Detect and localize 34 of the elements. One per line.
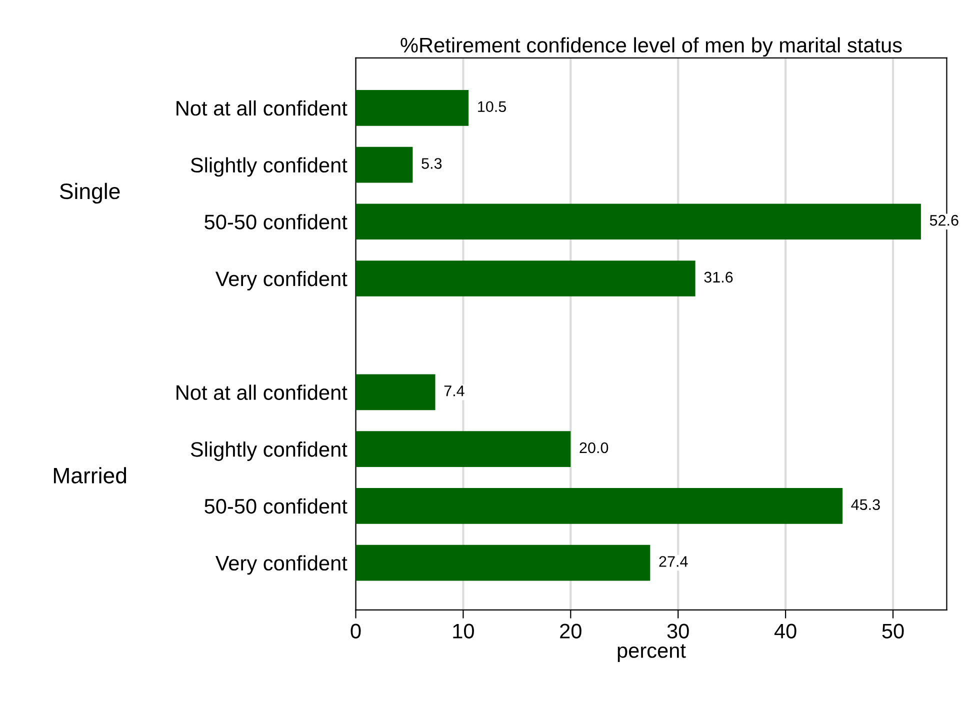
x-tick-label: 50 <box>882 624 904 638</box>
y-tick-label: 50-50 confident <box>204 214 348 230</box>
data-label: 27.4 <box>659 556 688 567</box>
x-tick-label: 30 <box>667 624 689 638</box>
data-label: 7.4 <box>444 386 464 396</box>
data-label: 20.0 <box>580 442 608 454</box>
bar <box>356 146 413 183</box>
y-tick-label: Not at all confident <box>176 384 348 400</box>
text: Single <box>60 182 120 204</box>
y-tick-label: Very confident <box>215 555 348 575</box>
y-tick-label: 50-50 confident <box>204 498 348 514</box>
bar <box>356 260 696 296</box>
bar <box>356 544 650 581</box>
x-tick-label: 20 <box>560 624 582 638</box>
text: Married <box>54 467 126 484</box>
y-tick-label: Slightly confident <box>190 442 348 461</box>
data-label: 10.5 <box>478 101 506 112</box>
bar <box>356 90 469 126</box>
y-tick-label: Very confident <box>215 270 348 290</box>
y-tick-label: Slightly confident <box>190 157 348 177</box>
bar <box>356 204 921 240</box>
data-label: 45.3 <box>851 499 880 510</box>
x-axis-title: percent <box>618 644 686 662</box>
x-tick-label: 0 <box>350 624 361 638</box>
x-tick-label: 10 <box>453 624 474 638</box>
data-label: 31.6 <box>704 272 733 283</box>
chart-title: %Retirement confidence level of men by marital status <box>400 37 902 57</box>
bar <box>356 488 842 524</box>
data-label: 52.6 <box>930 214 958 226</box>
y-tick-label: Not at all confident <box>176 100 348 116</box>
bar <box>356 374 436 410</box>
x-tick-label: 40 <box>774 624 796 638</box>
data-label: 5.3 <box>422 158 442 169</box>
bar <box>356 431 571 467</box>
